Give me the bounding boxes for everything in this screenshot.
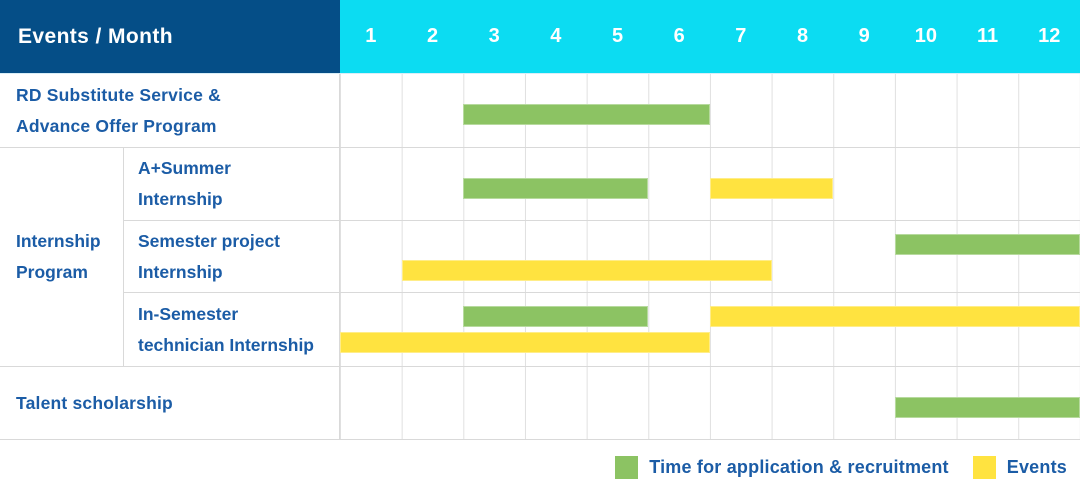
row-in-semester-technician-internship: In-Semester technician Internship: [124, 293, 1080, 366]
month-header-cell: 10: [914, 25, 937, 47]
chart-cell-talent-scholarship: [340, 367, 1080, 439]
row-label-line: Internship: [138, 188, 223, 209]
month-header-cell: 1: [365, 25, 377, 47]
legend-item-events: Events: [972, 455, 1067, 479]
row-label-a-summer-internship: A+Summer Internship: [124, 148, 340, 220]
month-header-cell: 11: [976, 25, 999, 47]
yellow-swatch-icon: [972, 455, 996, 479]
group-subrows: A+Summer Internship Semester project Int…: [124, 148, 1080, 366]
row-rd-substitute-service: RD Substitute Service & Advance Offer Pr…: [0, 74, 1080, 148]
events-bar: [710, 306, 1080, 328]
month-header-cell: 4: [550, 25, 562, 47]
row-label-semester-project-internship: Semester project Internship: [124, 220, 340, 293]
row-label-line: Internship: [138, 261, 223, 282]
events-bar: [401, 259, 772, 281]
application-recruitment-bar: [463, 178, 649, 199]
group-label-internship-program: Internship Program: [0, 148, 124, 366]
row-semester-project-internship: Semester project Internship: [124, 220, 1080, 294]
events-month-header: Events / Month: [0, 0, 340, 73]
events-bar: [710, 178, 834, 199]
month-header-cell: 9: [858, 25, 870, 47]
month-header-cell: 7: [735, 25, 747, 47]
legend-label-events: Events: [1006, 456, 1067, 477]
row-label-line: Semester project: [138, 230, 281, 251]
application-recruitment-bar: [895, 397, 1080, 418]
green-swatch-icon: [615, 455, 639, 479]
row-label-rd-substitute-service: RD Substitute Service & Advance Offer Pr…: [0, 74, 340, 147]
row-label-line: In-Semester: [138, 303, 239, 324]
month-header-cell: 3: [488, 25, 500, 47]
row-talent-scholarship: Talent scholarship: [0, 367, 1080, 440]
row-label-line: technician Internship: [138, 334, 314, 355]
group-internship-program: Internship Program A+Summer Internship S…: [0, 148, 1080, 367]
month-header-cell: 8: [796, 25, 809, 47]
month-header-cell: 6: [673, 25, 685, 47]
group-label-line: Internship: [16, 231, 101, 251]
events-bar: [340, 332, 710, 354]
legend-item-recruitment: Time for application & recruitment: [615, 455, 949, 479]
application-recruitment-bar: [463, 104, 710, 125]
legend: Time for application & recruitment Event…: [0, 440, 1080, 494]
month-header-cell: 2: [426, 25, 439, 47]
application-recruitment-bar: [463, 306, 649, 328]
chart-cell-rd-substitute: [340, 74, 1080, 147]
table-header-row: Events / Month 1 2 3 4 5 6 7 8 9 10 11 12: [0, 0, 1080, 74]
chart-cell-in-semester-technician: [340, 293, 1080, 366]
month-header-cell: 5: [611, 25, 624, 47]
legend-label-recruitment: Time for application & recruitment: [649, 456, 949, 477]
row-label-in-semester-technician: In-Semester technician Internship: [124, 293, 340, 366]
row-label-talent-scholarship: Talent scholarship: [0, 367, 340, 439]
month-header-cell: 12: [1038, 25, 1061, 47]
month-header-row: 1 2 3 4 5 6 7 8 9 10 11 12: [340, 0, 1080, 73]
row-label-line: Advance Offer Program: [16, 115, 217, 136]
chart-cell-semester-project: [340, 220, 1080, 293]
chart-cell-a-summer: [340, 148, 1080, 220]
row-label-line: A+Summer: [138, 157, 231, 178]
row-a-summer-internship: A+Summer Internship: [124, 148, 1080, 221]
group-label-line: Program: [16, 262, 88, 282]
row-label-line: Talent scholarship: [16, 392, 173, 413]
row-label-line: RD Substitute Service &: [16, 84, 221, 105]
application-recruitment-bar: [895, 233, 1080, 255]
